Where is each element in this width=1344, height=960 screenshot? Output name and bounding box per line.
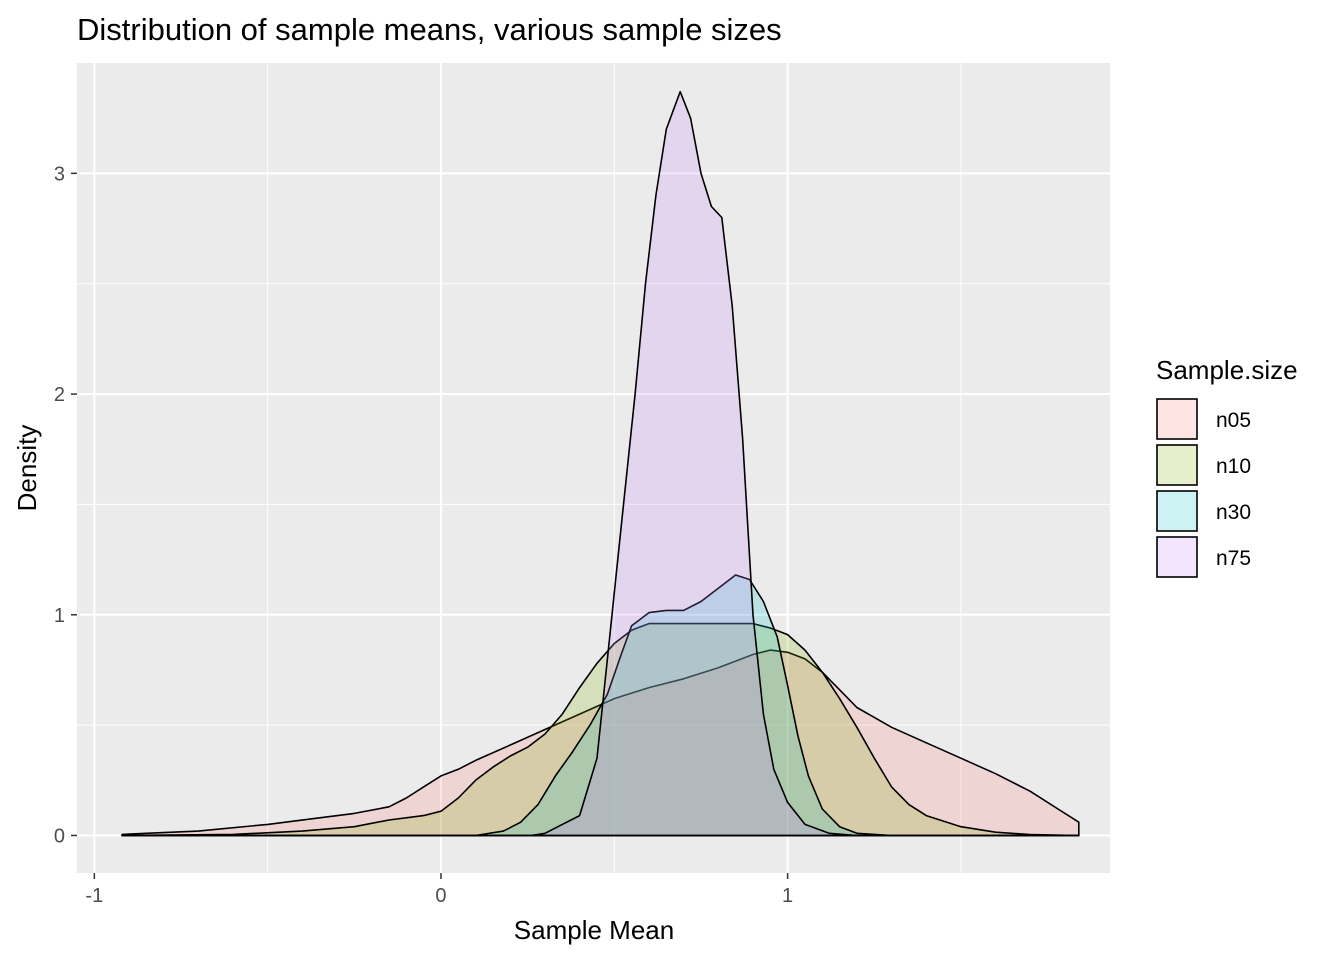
legend-key-n75 <box>1156 536 1198 578</box>
y-tick-label: 3 <box>54 163 65 185</box>
minor-gridlines <box>77 63 1110 873</box>
density-area-n05 <box>121 649 1080 837</box>
legend-title: Sample.size <box>1156 355 1298 385</box>
chart-title: Distribution of sample means, various sa… <box>77 12 782 47</box>
legend-label-n75: n75 <box>1216 547 1251 570</box>
legend-key-n30 <box>1156 490 1198 532</box>
axis-ticks <box>71 172 789 879</box>
legend-key-background <box>1156 490 1198 532</box>
x-axis-title: Sample Mean <box>514 915 674 945</box>
legend-items: n05 n10 n30 n75 <box>1156 398 1251 578</box>
legend-label-n05: n05 <box>1216 409 1251 432</box>
x-tick-label: 1 <box>782 885 793 907</box>
density-series <box>121 90 1080 837</box>
legend-label-n30: n30 <box>1216 501 1251 524</box>
x-tick-label: -1 <box>85 885 103 907</box>
legend-key-background <box>1156 444 1198 486</box>
y-axis-title: Density <box>12 425 42 512</box>
y-tick-label: 2 <box>54 384 65 406</box>
legend: Sample.size n05 n10 n30 n75 <box>1156 355 1298 578</box>
y-tick-label: 0 <box>54 825 65 847</box>
tick-labels: -1 0 1 0 1 2 3 <box>54 163 793 907</box>
plot-panel <box>77 63 1110 873</box>
x-tick-label: 0 <box>435 885 446 907</box>
legend-key-n10 <box>1156 444 1198 486</box>
y-tick-label: 1 <box>54 605 65 627</box>
legend-key-background <box>1156 536 1198 578</box>
legend-key-background <box>1156 398 1198 440</box>
legend-key-n05 <box>1156 398 1198 440</box>
legend-label-n10: n10 <box>1216 455 1251 478</box>
density-area-n75 <box>121 90 1080 837</box>
density-area-n30 <box>121 574 1080 837</box>
